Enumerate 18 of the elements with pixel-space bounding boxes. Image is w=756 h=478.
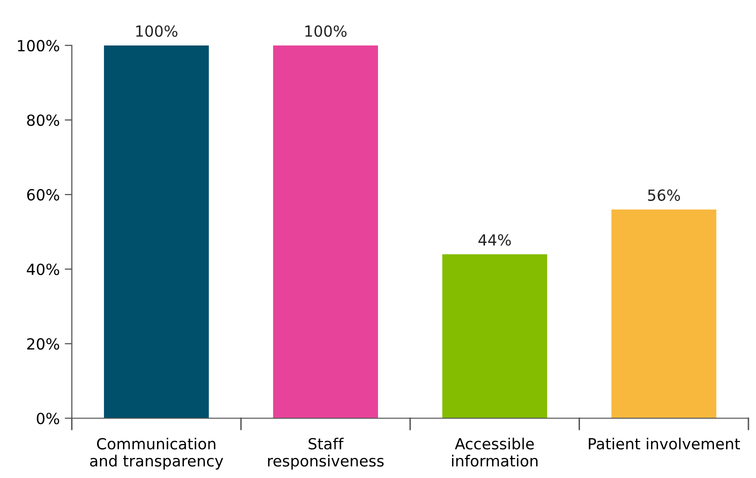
data-label: 44% (478, 234, 511, 246)
data-label: 100% (305, 25, 347, 37)
data-label: 100% (136, 25, 178, 37)
x-tick-label: Communication and transparency (90, 438, 224, 470)
y-tick-label: 0% (36, 412, 60, 424)
y-tick-label: 20% (27, 338, 60, 350)
x-tick-label: Accessible information (452, 438, 538, 467)
bar (273, 45, 378, 418)
x-tick-label: Patient involvement (588, 438, 740, 450)
y-tick-label: 60% (27, 189, 60, 201)
bar (442, 254, 548, 418)
y-tick-label: 80% (27, 114, 60, 126)
bar (611, 209, 716, 418)
x-tick-label: Staff responsiveness (268, 438, 384, 470)
bar (104, 45, 209, 418)
y-tick-label: 100% (18, 40, 60, 52)
data-label: 56% (648, 189, 680, 201)
y-tick-label: 40% (26, 264, 60, 276)
